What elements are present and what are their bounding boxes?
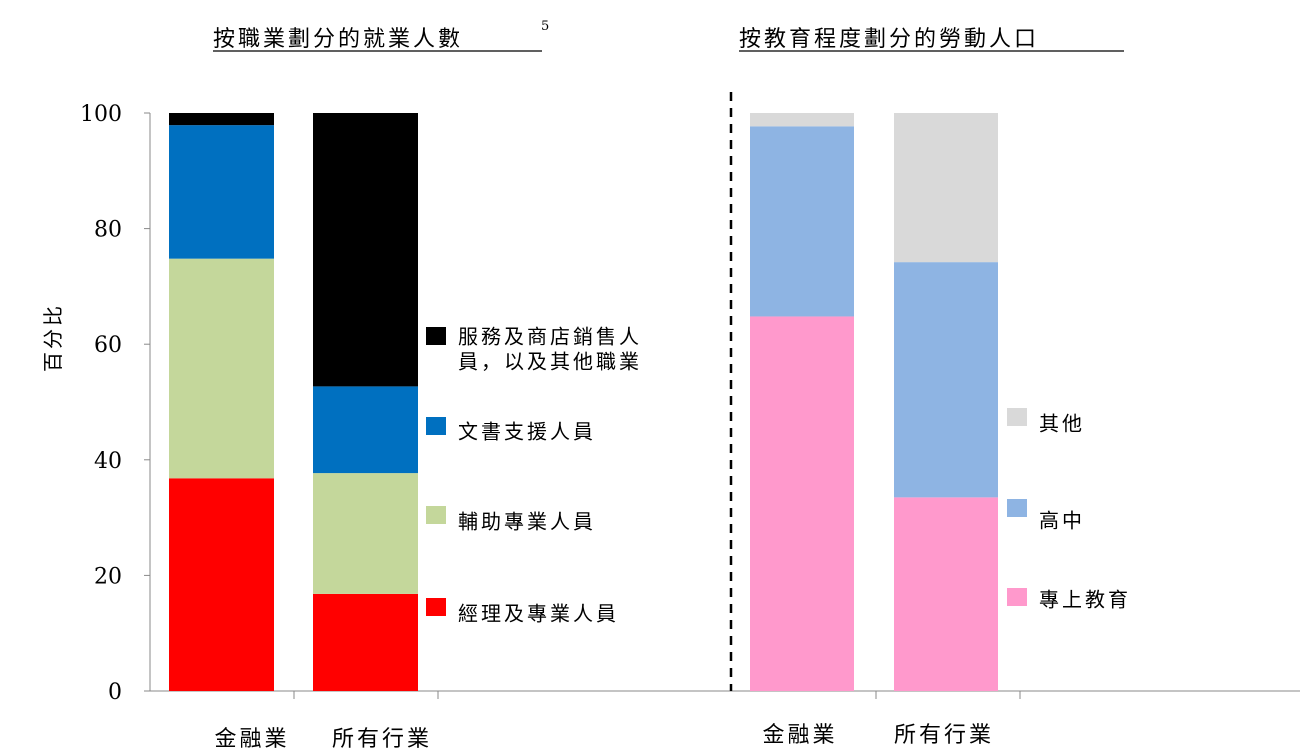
bar-segment-education-0-2 [750,113,854,127]
y-axis-label: 百分比 [41,303,65,372]
legend-swatch [426,327,446,345]
y-tick-label: 100 [80,102,122,127]
category-label: 所有行業 [894,723,994,748]
category-label: 金融業 [214,727,289,751]
left-chart-title: 按職業劃分的就業人數 [213,27,463,52]
bar-segment-education-1-0 [894,497,998,691]
legend-label: 輔助專業人員 [458,510,596,534]
bar-segment-occupation-1-0 [313,593,418,691]
legend-swatch [426,506,446,524]
legend-swatch [1007,499,1027,517]
legend-label: 服務及商店銷售人 [458,325,642,349]
y-tick-label: 60 [94,333,122,358]
legend-label: 經理及專業人員 [458,602,619,626]
legend-swatch [426,417,446,435]
bar-marks [169,113,998,691]
bar-segment-occupation-1-3 [313,113,418,387]
bar-segment-occupation-0-3 [169,113,274,126]
legend-label: 員，以及其他職業 [458,350,642,374]
y-tick-label: 0 [108,680,122,705]
right-chart-title: 按教育程度劃分的勞動人口 [739,27,1039,52]
category-label: 所有行業 [332,727,432,751]
y-tick-label: 40 [94,449,122,474]
legend-swatch [426,598,446,616]
legend-swatch [1007,408,1027,426]
legend-swatch [1007,588,1027,606]
bar-segment-education-1-2 [894,113,998,263]
bar-segment-occupation-0-0 [169,478,274,691]
bar-segment-education-0-1 [750,126,854,317]
legend-label: 高中 [1039,509,1085,533]
legend-label: 其他 [1039,412,1085,436]
bar-segment-occupation-1-2 [313,386,418,474]
bar-segment-education-0-0 [750,316,854,691]
bar-segment-occupation-0-1 [169,258,274,479]
y-tick-label: 80 [94,218,122,243]
y-axis-ticks: 0 20 40 60 80 100 [80,102,1021,705]
bar-segment-occupation-1-1 [313,473,418,594]
category-labels: 金融業 所有行業 金融業 所有行業 [214,723,994,751]
y-tick-label: 20 [94,564,122,589]
left-chart-title-superscript: 5 [541,19,549,34]
category-label: 金融業 [762,723,837,748]
bar-segment-occupation-0-2 [169,125,274,259]
legend-label: 專上教育 [1039,588,1131,612]
legend-label: 文書支援人員 [458,420,596,444]
bar-segment-education-1-1 [894,262,998,498]
